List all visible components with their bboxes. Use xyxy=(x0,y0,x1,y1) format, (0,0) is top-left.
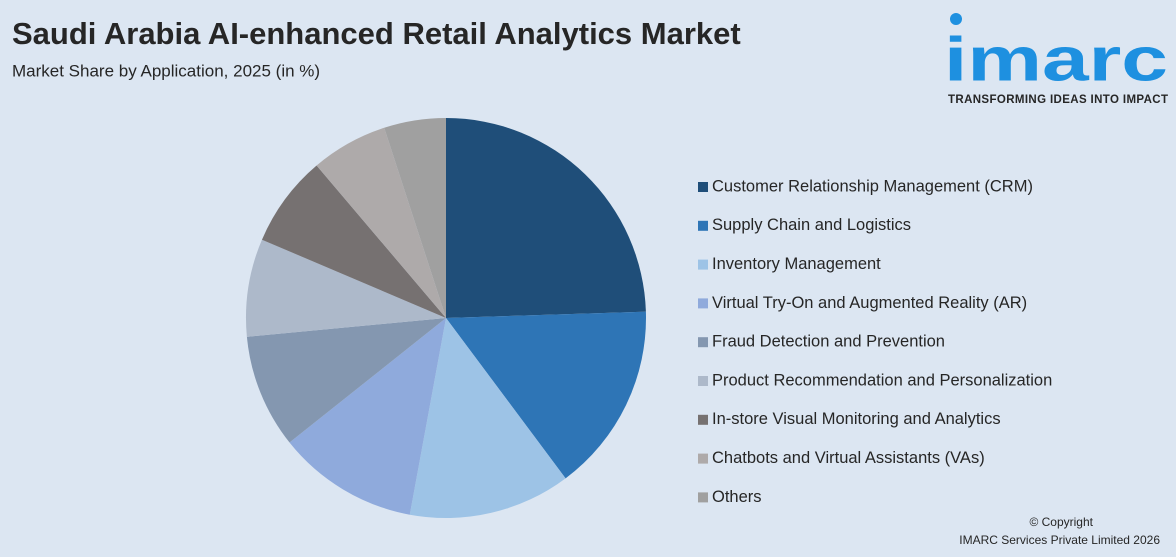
pie-slice xyxy=(289,318,446,515)
legend-label: In-store Visual Monitoring and Analytics xyxy=(712,410,1001,428)
pie-slice xyxy=(246,318,446,443)
legend-label: Inventory Management xyxy=(712,255,881,273)
pie-slice xyxy=(446,118,646,318)
legend-swatch xyxy=(698,298,708,309)
legend-swatch xyxy=(698,414,708,425)
legend-label: Virtual Try-On and Augmented Reality (AR… xyxy=(712,294,1027,312)
chart-subtitle: Market Share by Application, 2025 (in %) xyxy=(12,61,320,80)
logo: imarc xyxy=(944,25,1168,94)
legend-swatch xyxy=(698,220,708,231)
chart-title: Saudi Arabia AI-enhanced Retail Analytic… xyxy=(12,16,741,51)
pie-slice xyxy=(409,318,566,518)
pie-slice xyxy=(446,311,646,479)
logo-dot xyxy=(950,13,962,25)
legend-swatch xyxy=(698,259,708,270)
legend-label: Product Recommendation and Personalizati… xyxy=(712,371,1052,389)
legend-label: Chatbots and Virtual Assistants (VAs) xyxy=(712,449,985,467)
pie-slice xyxy=(246,239,446,337)
company: IMARC Services Private Limited 2026 xyxy=(959,533,1160,547)
pie-slice xyxy=(384,118,446,318)
copyright: © Copyright xyxy=(1029,515,1093,529)
legend-label: Customer Relationship Management (CRM) xyxy=(712,177,1033,195)
legend-swatch xyxy=(698,337,708,348)
pie-slice xyxy=(316,127,446,318)
legend-label: Supply Chain and Logistics xyxy=(712,216,911,234)
legend-swatch xyxy=(698,182,708,192)
legend-swatch xyxy=(698,492,708,503)
legend-label: Fraud Detection and Prevention xyxy=(712,333,945,351)
pie-slice xyxy=(261,165,446,318)
legend-swatch xyxy=(698,453,708,464)
legend-label: Others xyxy=(712,488,762,506)
legend-swatch xyxy=(698,376,708,386)
logo-tagline: TRANSFORMING IDEAS INTO IMPACT xyxy=(948,94,1168,106)
